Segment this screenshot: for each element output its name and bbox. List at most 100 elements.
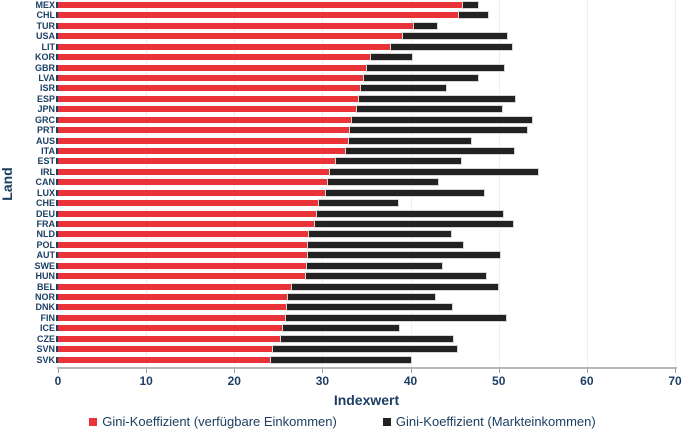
bar-row-nld: NLD	[37, 229, 675, 241]
bar-disposable-nld	[58, 231, 310, 238]
gridline-60	[586, 0, 588, 367]
bar-row-fin: FIN	[41, 313, 675, 325]
bar-market-chl	[459, 12, 489, 19]
bar-row-lva: LVA	[38, 73, 675, 85]
y-tick	[56, 252, 58, 259]
bar-disposable-hun	[58, 273, 306, 280]
bar-disposable-lva	[58, 75, 364, 81]
bar-market-nld	[309, 231, 452, 238]
bar-row-fra: FRA	[37, 219, 675, 231]
bar-row-aus: AUS	[36, 136, 675, 148]
category-label-ita: ITA	[41, 146, 55, 156]
bar-market-cze	[281, 335, 453, 342]
bar-market-usa	[402, 33, 507, 40]
bar-disposable-kor	[58, 54, 371, 61]
bar-market-irl	[330, 168, 539, 175]
category-label-svn: SVN	[36, 344, 55, 355]
category-label-nor: NOR	[35, 292, 55, 302]
y-tick	[56, 304, 58, 311]
bar-disposable-mex	[58, 2, 464, 8]
category-label-esp: ESP	[36, 93, 55, 104]
bar-market-tur	[414, 22, 437, 29]
bar-disposable-grc	[58, 116, 353, 123]
bar-disposable-lit	[58, 43, 392, 50]
bar-disposable-chl	[58, 12, 460, 19]
bar-market-nor	[288, 294, 436, 300]
category-label-hun: HUN	[35, 271, 56, 282]
bar-row-pol: POL	[36, 240, 675, 252]
legend-swatch-icon	[382, 417, 391, 426]
bar-row-aut: AUT	[37, 250, 675, 262]
bar-row-hun: HUN	[36, 271, 675, 283]
bar-row-jpn: JPN	[37, 104, 675, 116]
y-tick	[56, 210, 58, 217]
x-tick-20	[234, 369, 236, 373]
x-tick-label-0: 0	[54, 374, 62, 388]
bar-row-est: EST	[37, 156, 675, 168]
bar-market-lux	[325, 189, 484, 196]
y-tick	[56, 283, 58, 290]
category-label-aus: AUS	[35, 135, 55, 146]
plot-area: MEX CHL TUR USA LIT KOR GBR LVA ISR ESP JPN GRC PRT A…	[34, 0, 676, 367]
category-label-gbr: GBR	[35, 62, 55, 73]
bar-disposable-deu	[58, 210, 318, 217]
y-tick	[56, 200, 58, 207]
category-label-swe: SWE	[34, 260, 55, 271]
bar-row-chl: CHL	[37, 10, 675, 22]
bar-market-aus	[348, 137, 472, 144]
bar-market-deu	[317, 210, 504, 217]
bar-row-can: CAN	[36, 177, 675, 189]
bar-disposable-dnk	[58, 304, 288, 311]
bar-disposable-bel	[58, 283, 293, 290]
bar-market-esp	[358, 95, 515, 102]
x-tick-0	[58, 369, 59, 373]
legend-item-1: Gini-Koeffizient (Markteinkommen)	[382, 414, 596, 429]
category-label-fin: FIN	[40, 312, 56, 323]
bar-disposable-fra	[58, 221, 316, 227]
category-label-svk: SVK	[36, 354, 55, 365]
bar-market-jpn	[356, 106, 503, 113]
category-label-chl: CHL	[36, 10, 56, 21]
x-tick-50	[498, 369, 500, 373]
bar-disposable-jpn	[58, 106, 357, 113]
bar-row-irl: IRL	[41, 167, 675, 179]
bar-market-pol	[308, 241, 463, 248]
y-tick	[56, 85, 58, 92]
chart-legend: Gini-Koeffizient (verfügbare Einkommen) G…	[0, 414, 685, 429]
y-tick	[56, 325, 58, 332]
x-tick-label-70: 70	[668, 374, 682, 388]
category-label-lva: LVA	[38, 73, 55, 83]
y-tick	[56, 127, 58, 134]
y-tick	[56, 106, 58, 113]
x-tick-label-60: 60	[580, 374, 594, 388]
bar-market-swe	[306, 262, 443, 269]
category-label-ice: ICE	[39, 323, 55, 334]
category-label-che: CHE	[35, 198, 55, 209]
x-tick-label-20: 20	[227, 374, 241, 388]
y-tick	[56, 273, 58, 280]
x-tick-label-30: 30	[315, 374, 330, 388]
bar-row-prt: PRT	[37, 125, 675, 137]
bar-market-dnk	[287, 304, 452, 311]
y-tick	[56, 356, 58, 363]
category-label-aut: AUT	[36, 250, 56, 261]
category-label-cze: CZE	[37, 333, 55, 344]
y-tick	[56, 137, 58, 144]
legend-label: Gini-Koeffizient (Markteinkommen)	[395, 414, 596, 429]
bar-market-prt	[349, 127, 527, 134]
category-label-prt: PRT	[37, 125, 55, 136]
bar-market-isr	[361, 85, 446, 92]
bar-market-gbr	[367, 64, 504, 71]
category-label-usa: USA	[35, 31, 55, 42]
y-tick	[56, 262, 58, 269]
bar-disposable-est	[58, 158, 336, 165]
y-tick	[56, 22, 58, 29]
y-tick	[56, 346, 58, 353]
y-tick	[56, 64, 58, 71]
x-tick-label-50: 50	[492, 374, 506, 388]
bar-disposable-cze	[58, 335, 281, 342]
bar-market-lva	[363, 75, 478, 81]
bar-row-swe: SWE	[34, 261, 675, 273]
y-tick	[56, 54, 58, 61]
y-tick	[56, 294, 58, 300]
